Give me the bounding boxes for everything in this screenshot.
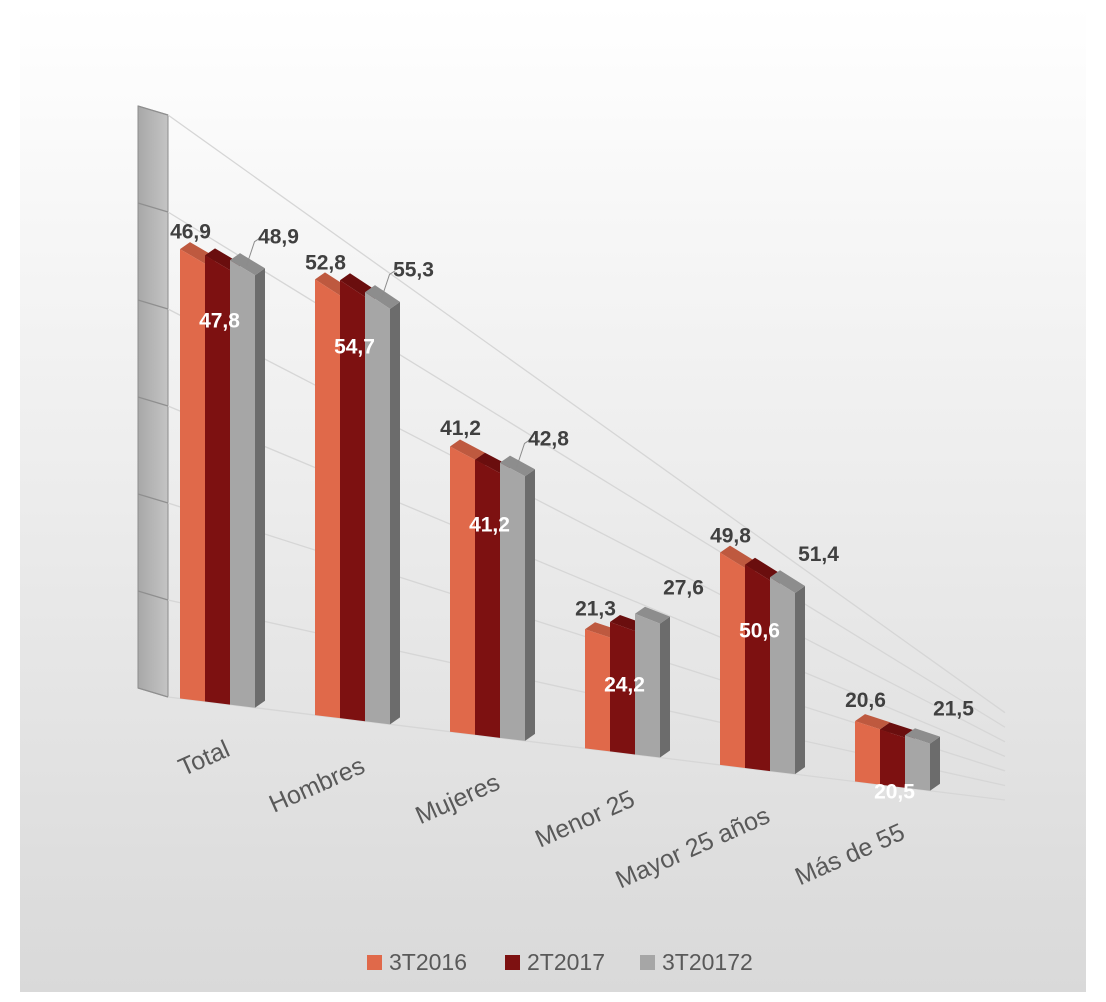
bar-top: [340, 273, 375, 297]
legend-swatch: [505, 955, 520, 970]
leader-line: [516, 439, 531, 468]
data-label: 46,9: [170, 220, 211, 243]
bar-front: [720, 552, 745, 769]
bar-top: [770, 570, 805, 594]
wall-gridline: [137, 202, 169, 213]
bar-front: [450, 446, 475, 735]
bar-front: [180, 249, 205, 702]
bar-front: [745, 564, 770, 772]
bar-front: [635, 613, 660, 758]
gridline: [167, 405, 1006, 757]
bar-side: [660, 616, 670, 758]
legend-swatch: [367, 955, 382, 970]
bar-3T20172-3: [635, 606, 670, 758]
data-label: 49,8: [710, 524, 751, 547]
bar-side: [255, 268, 265, 708]
data-label: 41,2: [440, 417, 481, 440]
data-label: 47,8: [199, 310, 240, 333]
bar-top: [450, 439, 485, 460]
bar-3T20172-4: [770, 570, 805, 775]
data-label: 41,2: [469, 513, 510, 536]
data-label: 52,8: [305, 251, 346, 274]
gridline: [167, 211, 1006, 728]
wall-gridline: [137, 299, 169, 310]
bar-side: [930, 736, 940, 791]
data-label: 42,8: [528, 427, 569, 450]
leader-line: [381, 270, 396, 299]
bar-front: [880, 729, 905, 788]
data-label: 24,2: [604, 674, 645, 697]
data-label: 21,3: [575, 597, 616, 620]
bar-top: [635, 606, 670, 624]
wall-gridline: [137, 590, 169, 601]
legend-swatch: [640, 955, 655, 970]
data-label: 20,6: [845, 689, 886, 712]
legend: 3T2016 2T2017 3T20172: [367, 949, 753, 975]
data-label: 51,4: [798, 543, 839, 566]
bar-front: [315, 279, 340, 719]
bar-front: [475, 459, 500, 738]
bar-front: [770, 577, 795, 775]
data-label: 27,6: [663, 577, 704, 600]
bar-front: [905, 735, 930, 791]
data-label: 54,7: [334, 336, 375, 359]
bar-front: [610, 622, 635, 755]
legend-label: 3T2016: [389, 949, 467, 975]
wall-gridline: [137, 105, 169, 116]
bar-front: [340, 280, 365, 722]
data-label: 21,5: [933, 697, 974, 720]
wall-gridline: [137, 687, 169, 698]
data-label: 50,6: [739, 620, 780, 643]
legend-label: 2T2017: [527, 949, 605, 975]
bar-front: [205, 255, 230, 705]
bar-top: [905, 728, 940, 744]
bar-front: [585, 629, 610, 752]
bar-side: [525, 469, 535, 741]
bar-3T20172-5: [905, 728, 940, 791]
data-label: 48,9: [258, 226, 299, 249]
bar-front: [500, 462, 525, 741]
bar-side: [390, 301, 400, 725]
leader-line: [246, 237, 261, 266]
gridline: [167, 114, 1006, 714]
wall-gridline: [137, 396, 169, 407]
bar-top: [880, 722, 915, 738]
bar-front: [855, 721, 880, 785]
gridline: [167, 308, 1006, 743]
bar-front: [230, 260, 255, 708]
data-label: 55,3: [393, 258, 434, 281]
bar-top: [855, 714, 890, 730]
bar-side: [795, 586, 805, 775]
bar-front: [365, 292, 390, 725]
data-label: 20,5: [874, 781, 915, 804]
wall-gridline: [137, 493, 169, 504]
bar-top: [745, 557, 780, 581]
legend-label: 3T20172: [662, 949, 753, 975]
bar-3T20172-2: [500, 455, 535, 741]
bar-top: [720, 545, 755, 568]
